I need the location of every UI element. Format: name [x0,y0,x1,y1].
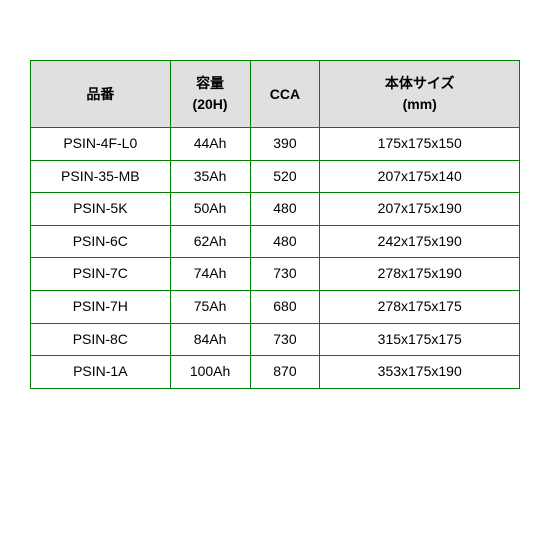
cell-capacity: 44Ah [170,128,250,161]
table-row: PSIN-4F-L0 44Ah 390 175x175x150 [31,128,520,161]
table-row: PSIN-35-MB 35Ah 520 207x175x140 [31,160,520,193]
header-row: 品番 容量 (20H) CCA 本体サイズ (mm) [31,61,520,128]
cell-capacity: 62Ah [170,225,250,258]
cell-cca: 870 [250,356,320,389]
col-header-capacity-label-1: 容量 [177,73,244,94]
cell-part: PSIN-8C [31,323,171,356]
cell-part: PSIN-7C [31,258,171,291]
cell-capacity: 35Ah [170,160,250,193]
col-header-cca-label: CCA [270,86,300,102]
cell-size: 207x175x190 [320,193,520,226]
cell-size: 278x175x190 [320,258,520,291]
cell-capacity: 74Ah [170,258,250,291]
col-header-part: 品番 [31,61,171,128]
table-row: PSIN-1A 100Ah 870 353x175x190 [31,356,520,389]
cell-cca: 730 [250,323,320,356]
cell-cca: 480 [250,225,320,258]
cell-cca: 520 [250,160,320,193]
cell-part: PSIN-1A [31,356,171,389]
table-row: PSIN-6C 62Ah 480 242x175x190 [31,225,520,258]
cell-capacity: 100Ah [170,356,250,389]
col-header-capacity: 容量 (20H) [170,61,250,128]
cell-part: PSIN-4F-L0 [31,128,171,161]
table-container: 品番 容量 (20H) CCA 本体サイズ (mm) PSIN-4F-L0 44… [0,0,550,389]
cell-cca: 390 [250,128,320,161]
cell-part: PSIN-7H [31,290,171,323]
cell-part: PSIN-5K [31,193,171,226]
table-row: PSIN-8C 84Ah 730 315x175x175 [31,323,520,356]
cell-cca: 680 [250,290,320,323]
col-header-size-label-1: 本体サイズ [326,73,513,94]
cell-capacity: 50Ah [170,193,250,226]
table-header: 品番 容量 (20H) CCA 本体サイズ (mm) [31,61,520,128]
table-row: PSIN-7H 75Ah 680 278x175x175 [31,290,520,323]
col-header-part-label: 品番 [86,86,114,102]
cell-capacity: 75Ah [170,290,250,323]
col-header-size: 本体サイズ (mm) [320,61,520,128]
cell-size: 207x175x140 [320,160,520,193]
cell-part: PSIN-35-MB [31,160,171,193]
cell-cca: 730 [250,258,320,291]
cell-part: PSIN-6C [31,225,171,258]
cell-size: 353x175x190 [320,356,520,389]
cell-size: 315x175x175 [320,323,520,356]
table-row: PSIN-7C 74Ah 730 278x175x190 [31,258,520,291]
cell-size: 278x175x175 [320,290,520,323]
table-body: PSIN-4F-L0 44Ah 390 175x175x150 PSIN-35-… [31,128,520,389]
battery-spec-table: 品番 容量 (20H) CCA 本体サイズ (mm) PSIN-4F-L0 44… [30,60,520,389]
cell-size: 175x175x150 [320,128,520,161]
cell-cca: 480 [250,193,320,226]
cell-capacity: 84Ah [170,323,250,356]
col-header-size-label-2: (mm) [326,94,513,115]
col-header-cca: CCA [250,61,320,128]
cell-size: 242x175x190 [320,225,520,258]
table-row: PSIN-5K 50Ah 480 207x175x190 [31,193,520,226]
col-header-capacity-label-2: (20H) [177,94,244,115]
